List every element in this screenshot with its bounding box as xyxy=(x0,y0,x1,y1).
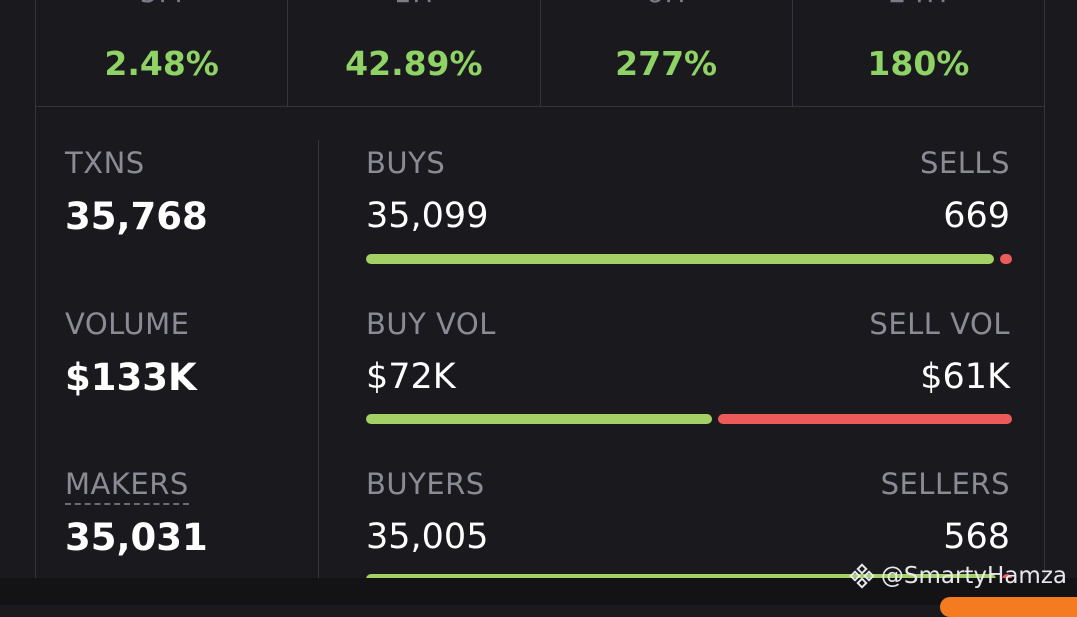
tab-6h[interactable]: 6H 277% xyxy=(541,0,793,106)
tab-24h[interactable]: 24H 180% xyxy=(793,0,1044,106)
txns-label: TXNS xyxy=(65,146,145,180)
column-divider xyxy=(318,140,319,580)
watermark-text: @SmartyHamza xyxy=(880,563,1067,589)
price-change: 277% xyxy=(615,44,718,83)
tab-1h[interactable]: 1H 42.89% xyxy=(288,0,541,106)
volume-value: $133K xyxy=(65,356,197,399)
token-stats-panel: 5M 2.48% 1H 42.89% 6H 277% 24H 180% TXNS… xyxy=(35,0,1045,584)
txns-value: 35,768 xyxy=(65,195,208,238)
makers-label-text: MAKERS xyxy=(65,467,189,505)
buy-vol-bar xyxy=(366,414,712,424)
buyers-value: 35,005 xyxy=(366,517,489,557)
sells-label: SELLS xyxy=(920,146,1010,180)
buyers-label: BUYERS xyxy=(366,467,485,501)
buy-vol-value: $72K xyxy=(366,357,456,397)
watermark: @SmartyHamza xyxy=(849,563,1067,589)
makers-value: 35,031 xyxy=(65,516,208,559)
buy-vol-label: BUY VOL xyxy=(366,307,496,341)
binance-icon xyxy=(849,563,875,589)
sellers-value: 568 xyxy=(943,517,1010,557)
tab-label: 1H xyxy=(288,0,539,9)
timeframe-tabs: 5M 2.48% 1H 42.89% 6H 277% 24H 180% xyxy=(36,0,1044,107)
sell-vol-bar xyxy=(718,414,1012,424)
price-change: 42.89% xyxy=(345,44,483,83)
action-button[interactable] xyxy=(940,597,1077,617)
sells-bar xyxy=(1000,254,1012,264)
tab-label: 24H xyxy=(793,0,1044,9)
tab-5m[interactable]: 5M 2.48% xyxy=(36,0,289,106)
tab-label: 6H xyxy=(541,0,792,9)
buys-label: BUYS xyxy=(366,146,446,180)
tab-label: 5M xyxy=(36,0,287,9)
sellers-label: SELLERS xyxy=(880,467,1010,501)
sells-value: 669 xyxy=(943,196,1010,236)
bottom-bar xyxy=(0,578,1077,605)
makers-label[interactable]: MAKERS xyxy=(65,467,189,505)
price-change: 180% xyxy=(867,44,970,83)
buys-value: 35,099 xyxy=(366,196,489,236)
buys-bar xyxy=(366,254,994,264)
sell-vol-value: $61K xyxy=(920,357,1010,397)
volume-label: VOLUME xyxy=(65,307,190,341)
sell-vol-label: SELL VOL xyxy=(869,307,1010,341)
price-change: 2.48% xyxy=(104,44,219,83)
